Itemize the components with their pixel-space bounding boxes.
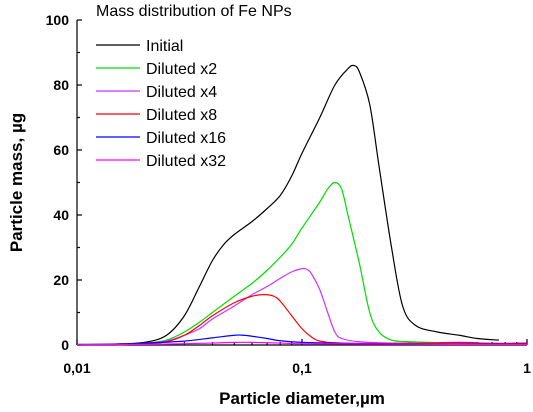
x-tick-label: 0,01 xyxy=(63,360,90,376)
y-tick-label: 40 xyxy=(53,207,69,223)
x-tick-label: 0,1 xyxy=(292,360,312,376)
series-line-diluted-x2 xyxy=(116,181,499,345)
series-line-diluted-x4 xyxy=(116,267,528,346)
y-tick-label: 60 xyxy=(53,142,69,158)
series-line-diluted-x32 xyxy=(76,341,528,346)
y-tick-label: 80 xyxy=(53,77,69,93)
legend-label: Diluted x32 xyxy=(146,153,226,170)
legend-label: Diluted x4 xyxy=(146,84,217,101)
legend-label: Initial xyxy=(146,38,183,55)
y-tick-label: 0 xyxy=(61,337,69,353)
y-tick-label: 100 xyxy=(46,12,70,28)
x-tick-label: 1 xyxy=(523,360,531,376)
legend-label: Diluted x2 xyxy=(146,61,217,78)
x-axis-title: Particle diameter,µm xyxy=(219,389,385,408)
y-tick-label: 20 xyxy=(53,272,69,288)
legend-title: Mass distribution of Fe NPs xyxy=(96,3,292,20)
legend-label: Diluted x8 xyxy=(146,107,217,124)
legend: Initial Diluted x2 Diluted x4 Diluted x8 Dil… xyxy=(96,38,226,170)
legend-label: Diluted x16 xyxy=(146,130,226,147)
axes: 0 20 40 60 80 100 0,01 0,1 1 xyxy=(46,12,531,376)
series-line-initial xyxy=(116,64,499,345)
y-axis-title: Particle mass, µg xyxy=(7,113,26,252)
series-layer xyxy=(76,64,528,346)
